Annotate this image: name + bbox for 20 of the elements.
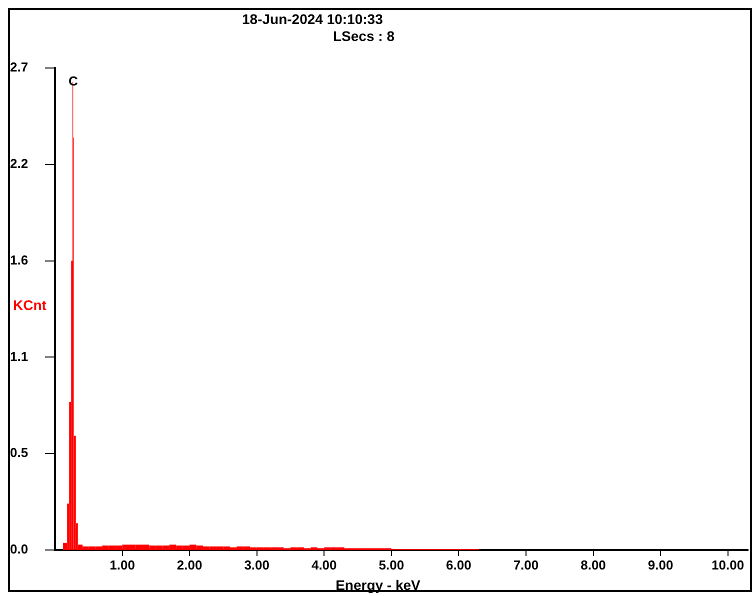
- annotation: C: [68, 73, 78, 88]
- chart-subtitle: LSecs : 8: [333, 28, 394, 44]
- x-tick-label: 1.00: [110, 557, 135, 572]
- y-axis-title: KCnt: [13, 297, 46, 313]
- y-tick-label: 0.5: [10, 445, 28, 460]
- y-tick-label: 2.7: [10, 60, 28, 75]
- x-tick-label: 6.00: [446, 557, 472, 572]
- x-tick-label: 10.00: [712, 557, 744, 572]
- y-tick-label: 0.0: [10, 542, 28, 557]
- x-tick-label: 4.00: [311, 557, 337, 572]
- chart-title: 18-Jun-2024 10:10:33: [242, 11, 383, 27]
- x-tick-label: 7.00: [513, 557, 539, 572]
- y-tick-label: 2.2: [10, 156, 28, 171]
- x-tick-label: 2.00: [176, 557, 202, 572]
- x-tick-label: 9.00: [648, 557, 674, 572]
- x-tick-label: 8.00: [580, 557, 606, 572]
- y-tick-label: 1.6: [10, 252, 28, 268]
- x-tick-label: 5.00: [378, 557, 404, 572]
- y-tick-label: 1.1: [10, 348, 28, 364]
- x-tick-label: 3.00: [244, 557, 270, 572]
